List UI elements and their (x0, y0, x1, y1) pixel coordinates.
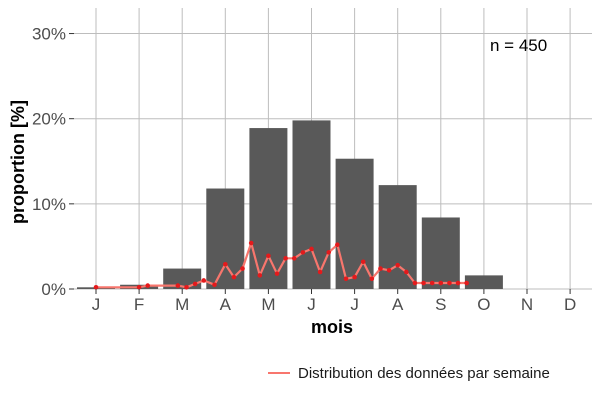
line-point (447, 280, 452, 286)
line-point (412, 280, 418, 286)
x-tick-label: S (435, 295, 446, 314)
y-tick-label: 30% (32, 25, 66, 44)
line-point (136, 284, 142, 290)
line-point (93, 284, 99, 290)
line-point (223, 262, 228, 267)
x-tick-label: J (350, 295, 359, 314)
line-point (300, 250, 306, 255)
legend-label: Distribution des données par semaine (298, 365, 550, 382)
x-tick-label: A (392, 295, 404, 314)
y-tick-label: 0% (41, 280, 66, 299)
line-point (421, 280, 426, 286)
line-point (343, 276, 349, 282)
line-point (266, 253, 271, 259)
y-tick-label: 10% (32, 195, 66, 214)
bar (163, 268, 202, 289)
line-point (386, 267, 392, 273)
x-tick-label: M (175, 295, 189, 314)
x-tick-label: A (220, 295, 232, 314)
y-axis-ticks: 0% 10% 20% 30% (32, 25, 74, 299)
line-point (231, 274, 237, 280)
line-point (464, 280, 469, 286)
line-point (274, 271, 280, 276)
line-point (175, 283, 181, 288)
line-point (291, 256, 297, 261)
line-point (317, 269, 323, 275)
line-point (309, 246, 314, 252)
line-point (378, 266, 383, 271)
line-point (395, 262, 401, 268)
bar (464, 275, 503, 289)
x-tick-label: J (307, 295, 316, 314)
line-point (192, 281, 198, 287)
bar (421, 217, 460, 289)
line-point (257, 273, 263, 278)
line-point (201, 278, 207, 283)
line-point (212, 282, 217, 288)
line-points (93, 240, 469, 290)
line-point (335, 242, 340, 248)
line-point (404, 269, 409, 275)
x-tick-label: M (261, 295, 275, 314)
y-tick-label: 20% (32, 110, 66, 129)
x-tick-label: O (477, 295, 490, 314)
line-point (455, 280, 461, 286)
line-point (369, 276, 375, 282)
line-point (184, 284, 189, 290)
line-point (360, 259, 366, 265)
line-point (438, 280, 444, 286)
line-point (429, 280, 435, 286)
x-tick-label: D (564, 295, 576, 314)
legend: Distribution des données par semaine (268, 365, 550, 382)
x-tick-label: F (134, 295, 144, 314)
line-point (248, 240, 254, 246)
line-point (283, 256, 288, 261)
y-axis-title: proportion [%] (8, 100, 28, 224)
bar (335, 158, 374, 289)
x-tick-label: N (521, 295, 533, 314)
sample-size-annotation: n = 450 (490, 36, 547, 55)
line-point (352, 274, 357, 280)
x-tick-label: J (92, 295, 101, 314)
line-point (326, 250, 332, 255)
x-axis-title: mois (311, 317, 353, 337)
line-point (240, 266, 245, 271)
bar (378, 185, 417, 289)
line-point (145, 283, 151, 288)
bars (77, 120, 503, 290)
